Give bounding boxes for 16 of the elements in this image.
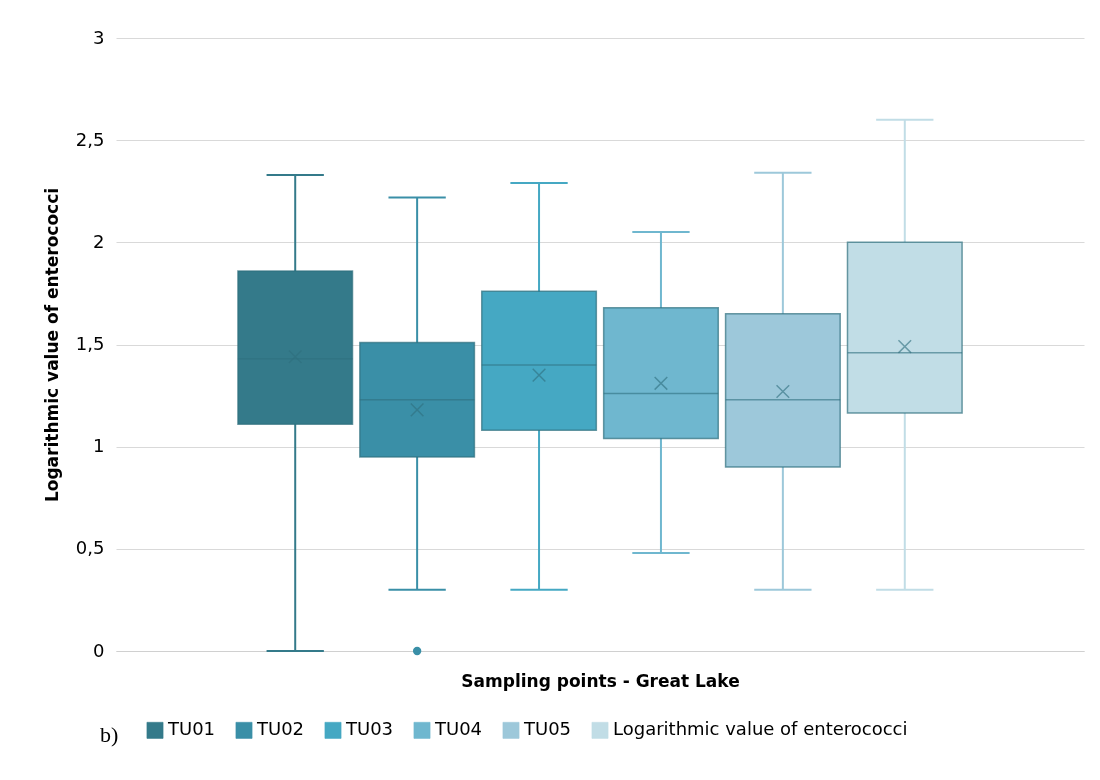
y-tick-label: 2,5 <box>75 128 105 150</box>
legend-label: TU01 <box>167 718 216 740</box>
legend-label: TU05 <box>523 718 572 740</box>
legend-label: TU04 <box>434 718 483 740</box>
x-axis-title: Sampling points - Great Lake <box>461 670 740 691</box>
y-tick-label: 0,5 <box>75 537 105 559</box>
y-tick-label: 1,5 <box>75 333 105 354</box>
y-tick-label: 1 <box>93 435 105 457</box>
y-axis-title: Logarithmic value of enterococci <box>41 187 62 503</box>
legend-label: TU03 <box>345 718 394 740</box>
y-tick-label: 2 <box>93 230 105 252</box>
legend-label: Logarithmic value of enterococci <box>613 718 908 740</box>
text: b) <box>100 722 119 748</box>
y-tick-label: 0 <box>93 639 105 661</box>
y-tick-label: 3 <box>93 26 105 48</box>
legend-label: TU02 <box>256 718 305 740</box>
